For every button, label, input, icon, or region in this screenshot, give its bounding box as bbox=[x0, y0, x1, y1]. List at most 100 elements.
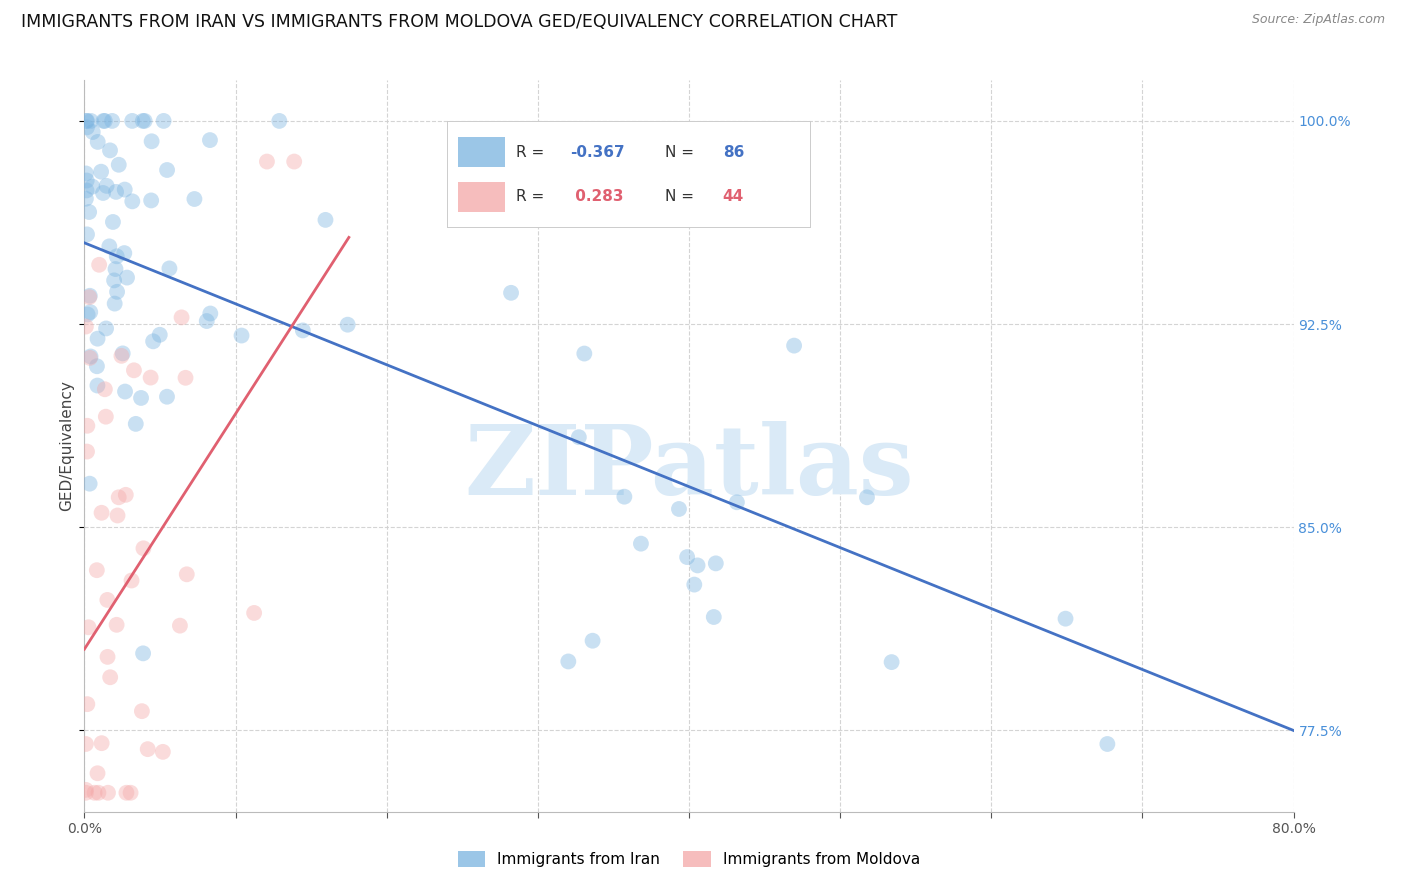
Point bbox=[87, 786, 110, 800]
Point bbox=[613, 490, 636, 504]
Point bbox=[79, 289, 101, 303]
Point bbox=[105, 185, 128, 199]
Point bbox=[243, 606, 266, 620]
Point bbox=[176, 567, 198, 582]
Point bbox=[120, 786, 142, 800]
Point bbox=[86, 378, 108, 392]
Point bbox=[499, 285, 522, 300]
Point bbox=[174, 371, 197, 385]
Point bbox=[79, 351, 101, 365]
Point bbox=[94, 114, 117, 128]
Point bbox=[676, 550, 699, 565]
Point bbox=[90, 506, 112, 520]
Point bbox=[630, 536, 652, 550]
Point bbox=[75, 166, 97, 180]
Point bbox=[125, 417, 148, 431]
Point bbox=[75, 114, 97, 128]
Point bbox=[101, 215, 124, 229]
Point bbox=[1054, 612, 1077, 626]
Point bbox=[105, 249, 128, 263]
Point bbox=[110, 349, 132, 363]
Point bbox=[574, 346, 596, 360]
Point bbox=[121, 114, 143, 128]
Point bbox=[104, 296, 127, 310]
Point bbox=[725, 495, 748, 509]
Point bbox=[568, 430, 591, 444]
Point bbox=[79, 290, 101, 304]
Point bbox=[170, 310, 193, 325]
Point bbox=[76, 444, 98, 458]
Point bbox=[115, 786, 138, 800]
Point bbox=[149, 327, 172, 342]
Point bbox=[93, 114, 115, 128]
Point bbox=[114, 183, 136, 197]
Point bbox=[141, 134, 163, 148]
Point bbox=[86, 563, 108, 577]
Text: IMMIGRANTS FROM IRAN VS IMMIGRANTS FROM MOLDOVA GED/EQUIVALENCY CORRELATION CHAR: IMMIGRANTS FROM IRAN VS IMMIGRANTS FROM … bbox=[21, 13, 897, 31]
Point bbox=[76, 308, 98, 322]
Point bbox=[111, 346, 134, 360]
Point bbox=[703, 610, 725, 624]
Point bbox=[91, 186, 114, 200]
Point bbox=[90, 164, 112, 178]
Point bbox=[75, 786, 97, 800]
Point bbox=[283, 154, 305, 169]
Point bbox=[105, 617, 128, 632]
Point bbox=[107, 491, 129, 505]
Point bbox=[121, 194, 143, 209]
Text: ZIPatlas: ZIPatlas bbox=[464, 421, 914, 515]
Point bbox=[107, 508, 129, 523]
Point bbox=[94, 409, 117, 424]
Point bbox=[195, 314, 218, 328]
Point bbox=[98, 144, 121, 158]
Point bbox=[105, 285, 128, 299]
Point bbox=[90, 736, 112, 750]
Point bbox=[76, 697, 98, 711]
Point bbox=[75, 319, 97, 334]
Point bbox=[77, 205, 100, 219]
Point bbox=[200, 306, 222, 320]
Point bbox=[86, 359, 108, 374]
Point bbox=[107, 158, 129, 172]
Point bbox=[76, 183, 98, 197]
Point bbox=[557, 655, 579, 669]
Point bbox=[89, 258, 111, 272]
Point bbox=[76, 418, 98, 433]
Point bbox=[141, 194, 163, 208]
Point bbox=[96, 593, 118, 607]
Point bbox=[94, 321, 117, 335]
Text: Source: ZipAtlas.com: Source: ZipAtlas.com bbox=[1251, 13, 1385, 27]
Point bbox=[198, 133, 221, 147]
Point bbox=[1097, 737, 1119, 751]
Point bbox=[132, 541, 155, 556]
Point bbox=[134, 114, 156, 128]
Point bbox=[156, 390, 179, 404]
Point bbox=[121, 574, 143, 588]
Point bbox=[83, 786, 105, 800]
Point bbox=[101, 114, 124, 128]
Point bbox=[82, 179, 104, 194]
Point bbox=[98, 239, 121, 253]
Point bbox=[98, 670, 121, 684]
Point bbox=[80, 114, 103, 128]
Point bbox=[76, 120, 98, 135]
Point bbox=[231, 328, 253, 343]
Point bbox=[152, 745, 174, 759]
Point bbox=[96, 178, 118, 193]
Point bbox=[668, 502, 690, 516]
Point bbox=[79, 305, 101, 319]
Point bbox=[131, 704, 153, 718]
Point bbox=[112, 246, 135, 260]
Point bbox=[136, 742, 159, 756]
Point bbox=[269, 114, 291, 128]
Point bbox=[704, 557, 727, 571]
Point bbox=[79, 350, 101, 364]
Point bbox=[156, 163, 179, 178]
Point bbox=[79, 476, 101, 491]
Point bbox=[86, 332, 108, 346]
Point bbox=[581, 633, 603, 648]
Legend: Immigrants from Iran, Immigrants from Moldova: Immigrants from Iran, Immigrants from Mo… bbox=[451, 846, 927, 873]
Point bbox=[103, 273, 125, 287]
Point bbox=[157, 261, 180, 276]
Point bbox=[152, 114, 174, 128]
